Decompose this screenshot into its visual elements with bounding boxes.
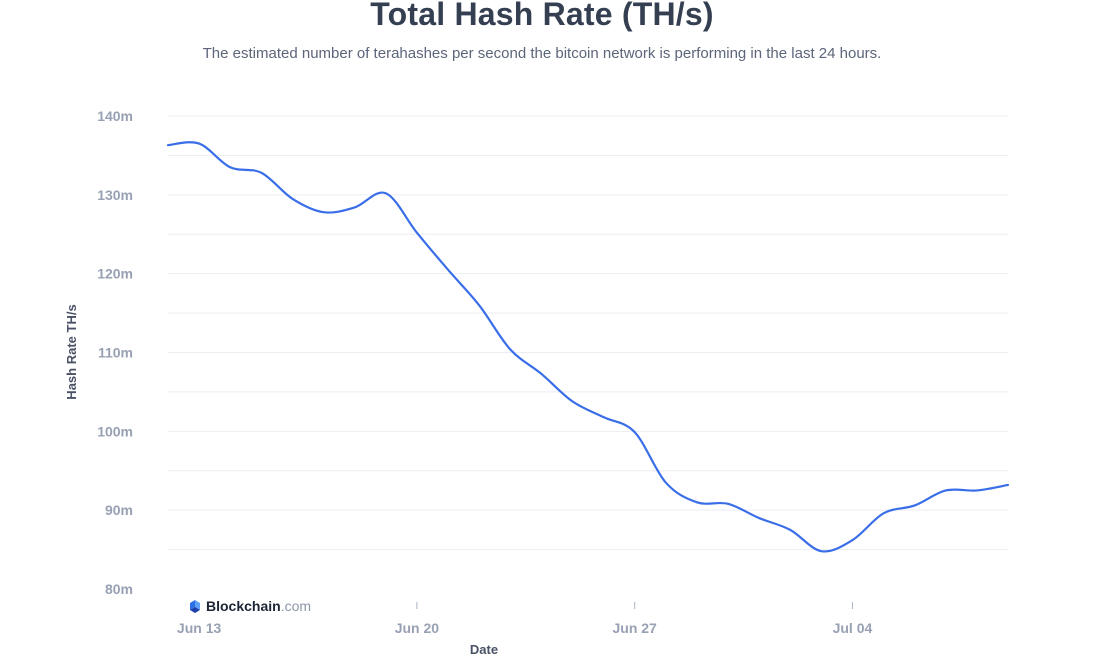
y-tick-label: 100m: [97, 423, 133, 439]
watermark-name: Blockchain: [206, 598, 281, 614]
watermark-suffix: .com: [281, 598, 311, 614]
svg-text:Blockchain.com: Blockchain.com: [206, 598, 311, 614]
x-tick-label: Jun 20: [395, 620, 440, 636]
chart-subtitle: The estimated number of terahashes per s…: [202, 45, 882, 62]
x-axis-label: Date: [470, 642, 498, 657]
y-tick-label: 110m: [98, 345, 133, 361]
x-axis-ticks: Jun 13 Jun 20 Jun 27 Jul 04: [177, 602, 873, 636]
x-tick-label: Jun 13: [177, 620, 222, 636]
blockchain-logo-icon: [190, 600, 200, 613]
chart-title: Total Hash Rate (TH/s): [370, 0, 714, 32]
y-axis-ticks: 80m 90m 100m 110m 120m 130m 140m: [97, 108, 133, 597]
y-tick-label: 80m: [105, 581, 133, 597]
hash-rate-line: [166, 141, 1010, 553]
y-axis-label: Hash Rate TH/s: [64, 304, 79, 399]
x-tick-label: Jul 04: [833, 620, 873, 636]
y-tick-label: 130m: [97, 187, 133, 203]
y-tick-label: 140m: [97, 108, 133, 124]
blockchain-watermark: Blockchain.com: [190, 598, 311, 614]
y-tick-label: 120m: [97, 266, 133, 282]
x-tick-label: Jun 27: [612, 620, 657, 636]
y-tick-label: 90m: [105, 502, 133, 518]
grid-lines: [168, 115, 1008, 551]
